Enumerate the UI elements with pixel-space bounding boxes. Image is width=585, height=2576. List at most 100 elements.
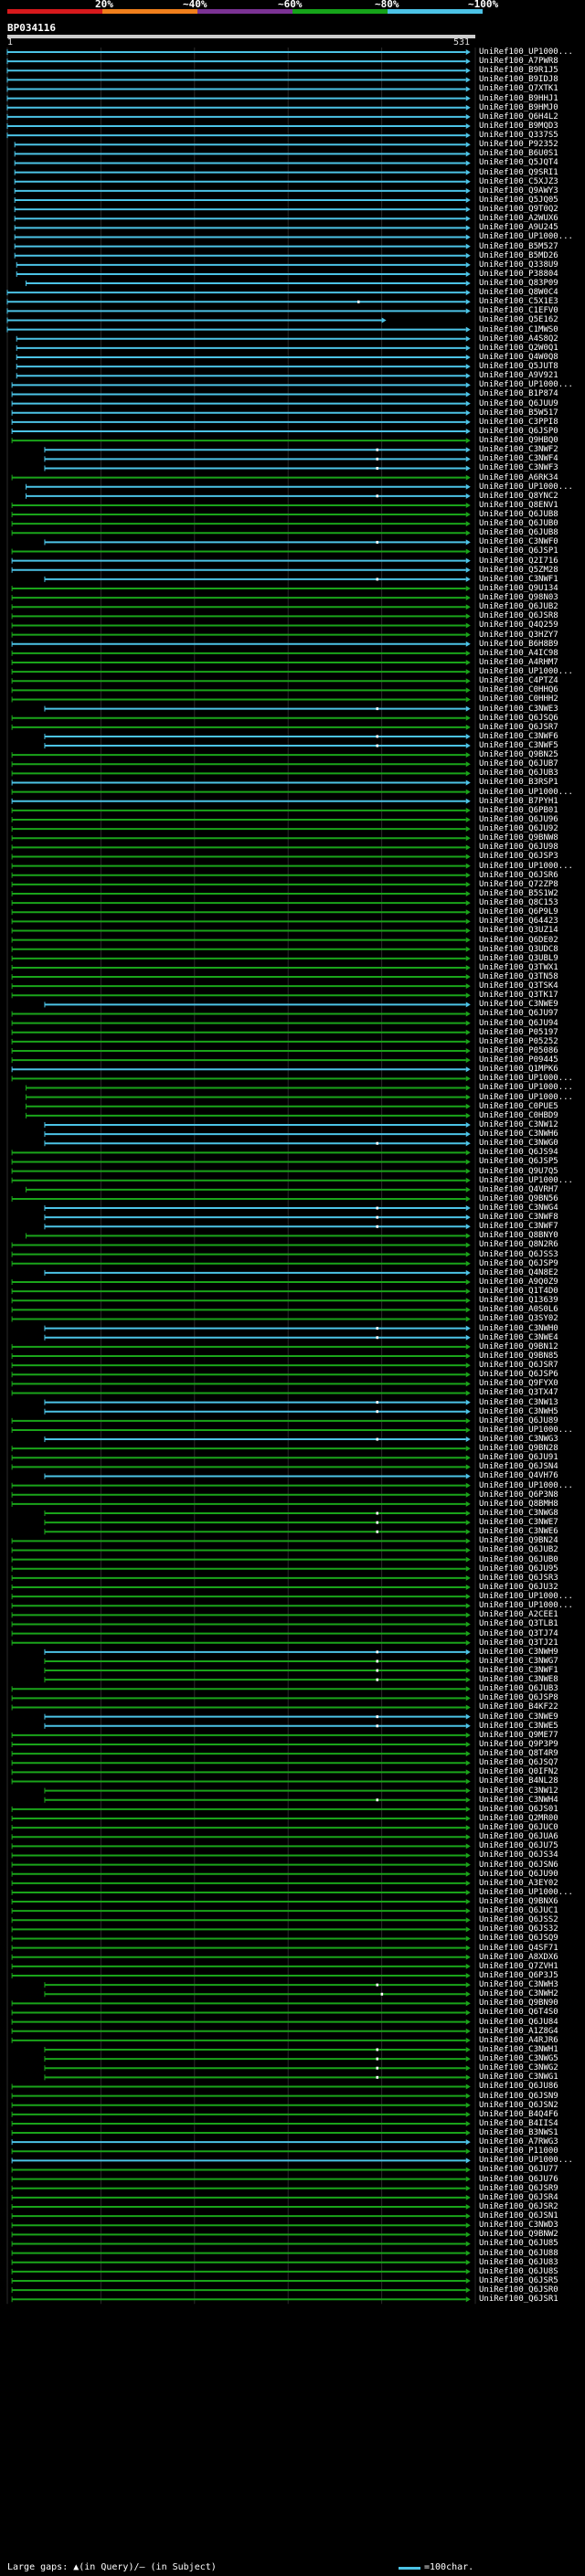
hit-arrow <box>465 798 471 804</box>
hit-arrow <box>465 409 471 416</box>
hit-arrow <box>465 1085 471 1091</box>
hit-arrow <box>465 1547 471 1553</box>
hit-arrow <box>465 1066 471 1073</box>
hit-arrow <box>465 2148 471 2155</box>
hit-arrow <box>465 1511 471 1517</box>
hit-arrow <box>465 1704 471 1711</box>
hit-arrow <box>465 1769 471 1776</box>
hit-arrow <box>465 1242 471 1248</box>
gap-marker <box>376 1206 378 1210</box>
gap-marker <box>376 1215 378 1219</box>
gap-marker <box>376 448 378 451</box>
hit-arrow <box>465 1880 471 1886</box>
large-gaps-legend: Large gaps: ▲(in Query)/— (in Subject) <box>7 2562 217 2572</box>
hit-arrow <box>465 1038 471 1044</box>
hit-arrow <box>465 308 471 314</box>
hit-arrow <box>465 1630 471 1637</box>
gap-marker <box>376 1715 378 1719</box>
hit-arrow <box>465 58 471 65</box>
hit-arrow <box>465 1186 471 1193</box>
hit-arrow <box>465 1343 471 1350</box>
gap-marker <box>376 1530 378 1533</box>
hit-arrow <box>465 909 471 916</box>
hit-arrow <box>465 2185 471 2191</box>
hit-arrow <box>465 1889 471 1895</box>
hit-arrow <box>465 1584 471 1590</box>
gap-marker <box>376 1224 378 1228</box>
gap-marker <box>376 466 378 470</box>
hit-arrow <box>465 604 471 610</box>
hit-arrow <box>465 160 471 166</box>
hit-arrow <box>465 1825 471 1831</box>
hit-arrow <box>465 548 471 555</box>
hit-arrow <box>465 955 471 961</box>
hit-arrow <box>465 1076 471 1082</box>
hit-arrow <box>465 1556 471 1563</box>
gap-marker <box>376 540 378 544</box>
hit-arrow <box>465 299 471 305</box>
hit-arrow <box>465 1334 471 1341</box>
hit-arrow <box>465 512 471 518</box>
hit-arrow <box>465 1991 471 1998</box>
hit-arrow <box>465 1307 471 1313</box>
hit-arrow <box>465 281 471 287</box>
gap-marker <box>376 1659 378 1663</box>
hit-arrow <box>465 2277 471 2284</box>
hit-arrow <box>465 1325 471 1331</box>
hit-arrow <box>465 1963 471 1969</box>
hit-arrow <box>465 1352 471 1359</box>
hit-arrow <box>465 2083 471 2090</box>
hit-arrow <box>465 835 471 842</box>
gap-marker <box>376 1798 378 1802</box>
hit-arrow <box>465 817 471 823</box>
hit-arrow <box>465 493 471 499</box>
query-bar <box>7 35 475 38</box>
hit-arrow <box>465 743 471 749</box>
hit-arrow <box>465 2296 471 2303</box>
hit-arrow <box>465 1926 471 1933</box>
gap-marker <box>376 1669 378 1672</box>
hit-arrow <box>465 2019 471 2025</box>
hit-arrow <box>465 881 471 887</box>
hit-arrow <box>465 123 471 130</box>
gap-marker <box>376 1678 378 1681</box>
hit-arrow <box>465 1372 471 1378</box>
hit-arrow <box>465 2287 471 2294</box>
hit-arrow <box>465 983 471 990</box>
hit-arrow <box>465 1298 471 1304</box>
hit-arrow <box>465 1177 471 1183</box>
query-end-position: 531 <box>453 37 471 48</box>
hit-arrow <box>465 1288 471 1295</box>
hit-arrow <box>465 595 471 601</box>
hit-arrow <box>465 1260 471 1267</box>
hit-arrow <box>465 1491 471 1498</box>
hit-arrow <box>465 1390 471 1396</box>
gap-marker <box>376 457 378 461</box>
hit-arrow <box>465 1020 471 1026</box>
hit-arrow <box>465 2176 471 2182</box>
gap-marker <box>376 1336 378 1340</box>
hit-arrow <box>465 1695 471 1701</box>
hit-arrow <box>465 2046 471 2052</box>
hit-arrow <box>465 2074 471 2081</box>
hit-arrow <box>465 326 471 333</box>
hit-arrow <box>465 1815 471 1821</box>
hit-arrow <box>465 270 471 277</box>
hit-arrow <box>465 345 471 351</box>
hit-arrow <box>465 207 471 213</box>
hit-arrow <box>465 178 471 185</box>
hit-arrow <box>465 1150 471 1156</box>
gap-marker <box>376 2066 378 2070</box>
hit-arrow <box>465 2241 471 2247</box>
hit-arrow <box>465 196 471 203</box>
hit-arrow <box>465 391 471 398</box>
hit-arrow <box>465 428 471 434</box>
hit-arrow <box>465 789 471 795</box>
hit-arrow <box>465 187 471 194</box>
hit-arrow <box>465 1464 471 1470</box>
hit-arrow <box>465 669 471 675</box>
gap-marker <box>376 735 378 738</box>
hit-arrow <box>465 1834 471 1840</box>
gap-marker <box>376 2057 378 2061</box>
hit-arrow <box>465 1436 471 1443</box>
